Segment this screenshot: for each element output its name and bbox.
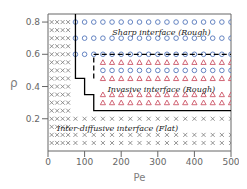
- svg-text:100: 100: [76, 157, 93, 167]
- svg-text:Pe: Pe: [134, 172, 146, 181]
- svg-text:400: 400: [186, 157, 203, 167]
- svg-text:0: 0: [45, 157, 51, 167]
- svg-text:0.6: 0.6: [26, 49, 41, 59]
- svg-text:0.4: 0.4: [26, 82, 41, 92]
- svg-text:0.8: 0.8: [26, 17, 41, 27]
- svg-text:200: 200: [113, 157, 130, 167]
- svg-text:0.2: 0.2: [26, 114, 40, 124]
- svg-text:ρ: ρ: [10, 76, 18, 90]
- html-text:Invasive interface (Rough): Invasive interface (Rough): [107, 84, 216, 94]
- svg-text:300: 300: [149, 157, 166, 167]
- html-text:Sharp interface (Rough): Sharp interface (Rough): [112, 27, 211, 37]
- svg-text:500: 500: [222, 157, 239, 167]
- html-text:Inter-diffusive interface (Fla: Inter-diffusive interface (Flat): [57, 123, 179, 133]
